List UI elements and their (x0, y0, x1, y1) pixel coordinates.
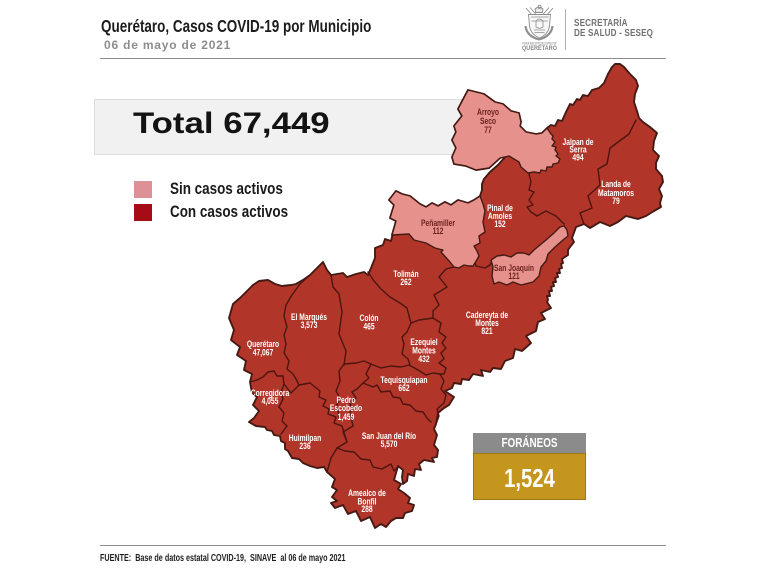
svg-text:494: 494 (572, 153, 584, 163)
svg-text:QUERÉTARO: QUERÉTARO (522, 44, 557, 52)
svg-text:Matamoros: Matamoros (598, 188, 634, 198)
svg-text:Amealco de: Amealco de (348, 488, 386, 498)
svg-text:San Juan del Río: San Juan del Río (362, 431, 416, 441)
svg-text:Tequisquiapan: Tequisquiapan (380, 375, 427, 385)
svg-text:77: 77 (484, 125, 492, 135)
svg-text:Peñamiller: Peñamiller (421, 218, 455, 228)
svg-text:Querétaro: Querétaro (247, 339, 279, 349)
svg-text:Escobedo: Escobedo (330, 403, 362, 413)
svg-text:Amoles: Amoles (488, 211, 513, 221)
svg-text:El Marqués: El Marqués (291, 312, 327, 322)
svg-text:432: 432 (418, 354, 430, 364)
svg-text:Colón: Colón (359, 313, 378, 323)
svg-text:79: 79 (612, 196, 620, 206)
svg-text:3,573: 3,573 (301, 320, 318, 330)
svg-text:Pedro: Pedro (336, 395, 355, 405)
svg-text:5,570: 5,570 (381, 439, 398, 449)
svg-text:San Joaquín: San Joaquín (494, 263, 534, 273)
svg-text:Corregidora: Corregidora (251, 388, 290, 398)
svg-text:121: 121 (508, 271, 520, 281)
svg-text:Tolimán: Tolimán (393, 269, 418, 279)
svg-text:Serra: Serra (569, 145, 587, 155)
svg-text:152: 152 (494, 219, 506, 229)
svg-text:Arroyo: Arroyo (477, 107, 499, 117)
svg-text:662: 662 (398, 383, 410, 393)
svg-text:236: 236 (299, 441, 311, 451)
svg-text:Jalpan de: Jalpan de (562, 137, 594, 147)
svg-text:Pinal de: Pinal de (487, 203, 513, 213)
svg-text:821: 821 (481, 326, 493, 336)
svg-text:Huimilpan: Huimilpan (289, 433, 322, 443)
svg-text:1,459: 1,459 (338, 412, 355, 422)
svg-text:PODER EJECUTIVO DEL ESTADO DE: PODER EJECUTIVO DEL ESTADO DE (523, 41, 557, 45)
svg-text:Landa de: Landa de (601, 179, 631, 189)
svg-text:Montes: Montes (412, 346, 436, 356)
svg-text:465: 465 (363, 322, 375, 332)
svg-text:Seco: Seco (480, 116, 496, 126)
svg-text:Cadereyta de: Cadereyta de (466, 310, 509, 320)
svg-text:288: 288 (361, 504, 373, 514)
svg-text:47,067: 47,067 (253, 348, 274, 358)
svg-text:Montes: Montes (475, 318, 499, 328)
svg-text:112: 112 (433, 226, 444, 236)
svg-text:Bonfil: Bonfil (357, 497, 376, 507)
svg-text:Ezequiel: Ezequiel (410, 337, 437, 347)
svg-text:262: 262 (400, 277, 412, 287)
svg-text:4,055: 4,055 (262, 396, 279, 406)
